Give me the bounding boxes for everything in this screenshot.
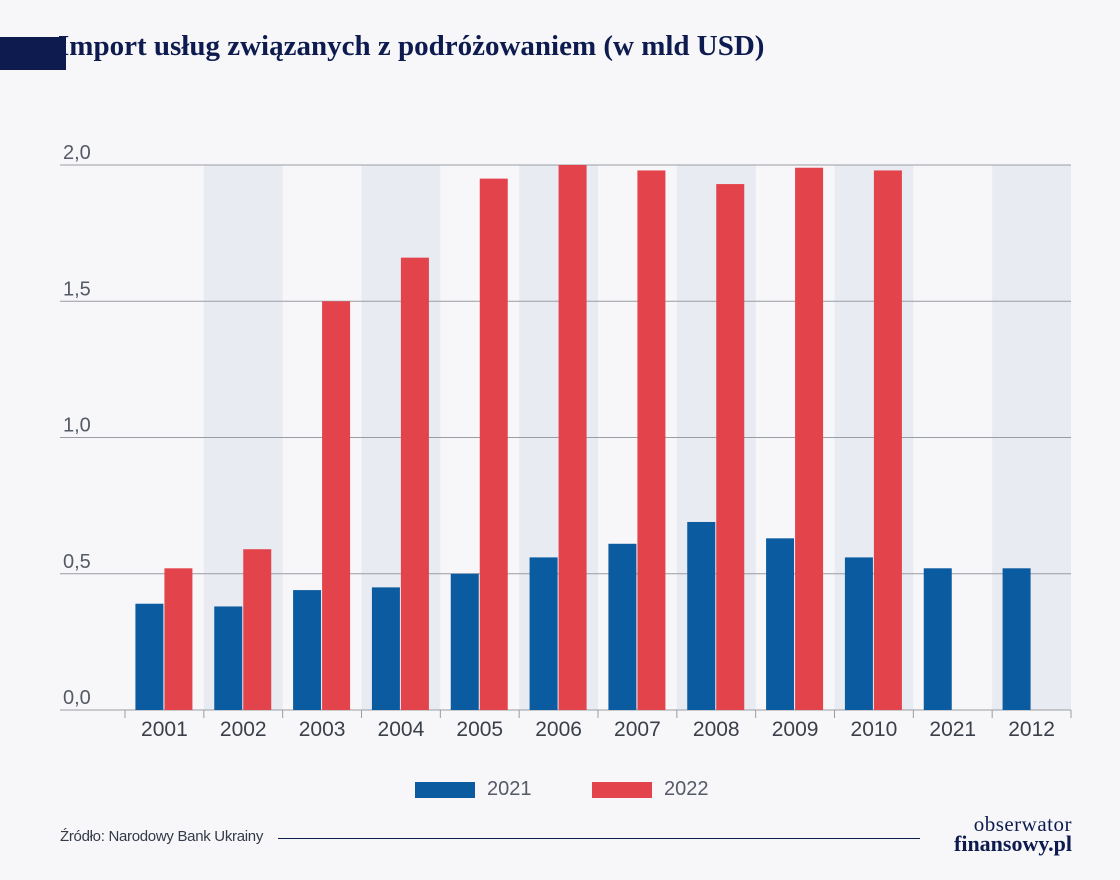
bar-2021-2007 xyxy=(608,543,637,710)
y-tick-label: 0,5 xyxy=(63,551,91,573)
title-accent-bar xyxy=(0,37,66,70)
x-tick-label: 2010 xyxy=(851,718,898,741)
legend-item-2022: 2022 xyxy=(592,778,709,801)
bar-2022-2003 xyxy=(322,301,351,710)
y-tick-label: 2,0 xyxy=(63,142,91,164)
x-tick-label: 2001 xyxy=(141,718,188,741)
x-tick-label: 2002 xyxy=(220,718,267,741)
x-tick-label: 2004 xyxy=(378,718,425,741)
x-tick-label: 2003 xyxy=(299,718,346,741)
bar-2022-2007 xyxy=(637,170,666,710)
bar-2022-2009 xyxy=(795,167,824,711)
x-tick-label: 2021 xyxy=(929,718,976,741)
bar-2022-2006 xyxy=(558,165,587,710)
legend-swatch-2022 xyxy=(592,781,652,798)
source-note: Źródło: Narodowy Bank Ukrainy xyxy=(60,828,264,845)
x-tick-label: 2012 xyxy=(1008,718,1055,741)
bar-2022-2005 xyxy=(479,178,508,710)
y-tick-label: 1,0 xyxy=(63,415,91,437)
chart-title: Import usług związanych z podróżowaniem … xyxy=(58,30,765,62)
y-tick-label: 1,5 xyxy=(63,278,91,300)
source-divider xyxy=(278,838,920,839)
x-tick-label: 2007 xyxy=(614,718,661,741)
logo-line-2: finansowy.pl xyxy=(954,831,1072,856)
legend-item-2021: 2021 xyxy=(415,778,532,801)
bar-2022-2001 xyxy=(164,568,193,710)
legend: 2021 2022 xyxy=(0,778,1120,802)
bar-2022-2004 xyxy=(400,257,429,710)
bar-2021-2004 xyxy=(371,587,400,710)
bar-2022-2002 xyxy=(243,549,272,710)
legend-swatch-2021 xyxy=(415,781,475,798)
logo-line-1: obserwator xyxy=(973,812,1072,836)
bar-2022-2008 xyxy=(716,184,745,710)
x-tick-label: 2008 xyxy=(693,718,740,741)
legend-label-2021: 2021 xyxy=(487,778,532,800)
bar-2021-2005 xyxy=(450,573,479,710)
bar-chart: 0,0 0,5 1,0 1,5 2,0 2001 2002 2003 2004 2005 2006 2… xyxy=(60,142,1072,741)
brand-logo: obserwator finansowy.pl xyxy=(936,812,1072,856)
bar-2021-2012 xyxy=(1002,568,1031,710)
bar-2021-2009 xyxy=(766,538,795,710)
x-tick-label: 2005 xyxy=(456,718,503,741)
x-tick-label: 2006 xyxy=(535,718,582,741)
bar-2021-2001 xyxy=(135,603,164,710)
bar-2021-2003 xyxy=(293,590,322,710)
legend-label-2022: 2022 xyxy=(664,778,709,800)
bar-2021-2008 xyxy=(687,521,716,710)
y-tick-label: 0,0 xyxy=(63,687,91,709)
bar-2021-2006 xyxy=(529,557,558,710)
bar-2021-2002 xyxy=(214,606,243,710)
bar-2021-2021 xyxy=(923,568,952,710)
bar-2022-2010 xyxy=(873,170,902,710)
x-tick-label: 2009 xyxy=(772,718,819,741)
bar-2021-2010 xyxy=(844,557,873,710)
